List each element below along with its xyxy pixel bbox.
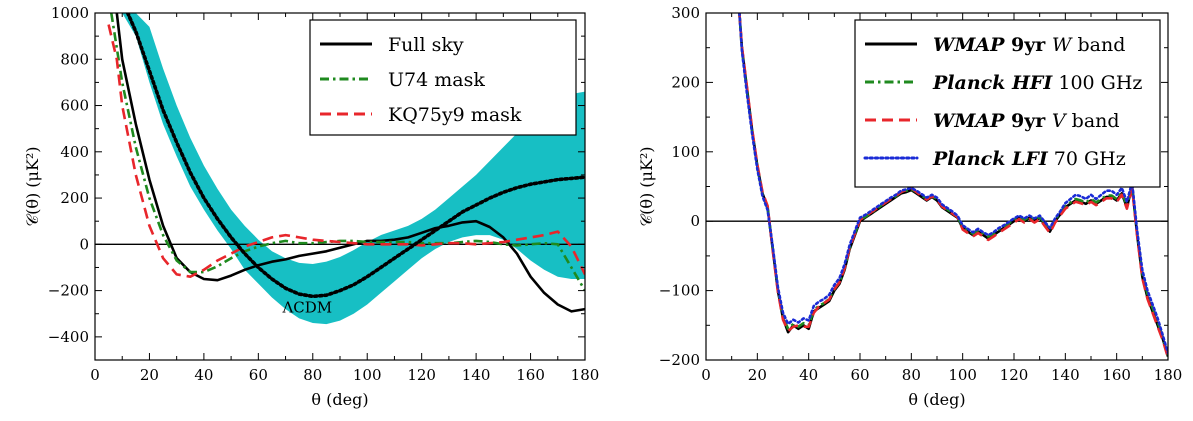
y-tick-label: −200 xyxy=(48,282,89,300)
legend-label-part: 9yr xyxy=(1004,34,1052,56)
y-tick-label: −400 xyxy=(48,328,89,346)
legend-label-1: WMAP 9yr W band xyxy=(933,34,1125,56)
x-tick-label: 160 xyxy=(516,366,545,384)
legend-label-part: 100 GHz xyxy=(1052,72,1142,94)
series-line-4 xyxy=(738,13,1168,355)
chart-panel-2: 0 20 40 60 80 100 120 140 160 180 −200 −100 0 100 200 3… xyxy=(637,4,1182,409)
chart-panel-1: 0 20 40 60 80 100 120 140 160 180 −400 −200 0 200 400 6… xyxy=(23,4,599,409)
y-axis-label: 𝒞(θ) (μK²) xyxy=(637,146,656,226)
y-tick-label: 0 xyxy=(690,212,700,230)
legend-label-3: KQ75y9 mask xyxy=(388,104,522,126)
series-line-3 xyxy=(738,13,1168,359)
legend-label-part: band xyxy=(1071,34,1125,56)
y-tick-label: 800 xyxy=(60,50,89,68)
legend-label-part: V xyxy=(1052,110,1068,132)
x-tick-label: 160 xyxy=(1102,366,1131,384)
x-tick-label: 80 xyxy=(303,366,322,384)
legend-label-part: W xyxy=(1052,34,1073,56)
x-tick-label: 20 xyxy=(748,366,767,384)
x-tick-label: 40 xyxy=(194,366,213,384)
legend-label-part: Planck HFI xyxy=(932,72,1053,94)
y-tick-label: 1000 xyxy=(51,4,89,22)
plot-area xyxy=(95,13,585,325)
plot-area xyxy=(706,13,1168,359)
y-tick-label: 0 xyxy=(79,235,89,253)
legend-label-1: Full sky xyxy=(388,34,464,56)
legend-label-part: Planck LFI xyxy=(932,148,1049,170)
y-axis-label: 𝒞(θ) (μK²) xyxy=(23,146,42,226)
y-tick-label: 100 xyxy=(671,143,700,161)
lcdm-variance-band xyxy=(111,13,585,325)
series-line-3 xyxy=(107,24,585,279)
legend: WMAP 9yr W band Planck HFI 100 GHz WMAP 9y… xyxy=(854,19,1161,188)
x-tick-label: 140 xyxy=(1051,366,1080,384)
lcdm-annotation: ΛCDM xyxy=(281,299,332,317)
legend-label-3: WMAP 9yr V band xyxy=(933,110,1120,132)
x-tick-label: 140 xyxy=(462,366,491,384)
x-axis-label: θ (deg) xyxy=(908,390,965,409)
x-tick-label: 100 xyxy=(948,366,977,384)
legend-label-part: 70 GHz xyxy=(1048,148,1126,170)
x-tick-label: 0 xyxy=(90,366,100,384)
x-tick-label: 120 xyxy=(407,366,436,384)
x-tick-label: 40 xyxy=(799,366,818,384)
legend-label-part: WMAP xyxy=(933,34,1005,56)
x-axis-label: θ (deg) xyxy=(311,390,368,409)
x-tick-label: 60 xyxy=(249,366,268,384)
legend-label-part: 9yr xyxy=(1004,110,1052,132)
x-tick-label: 80 xyxy=(902,366,921,384)
y-tick-label: 600 xyxy=(60,97,89,115)
legend-label-2: Planck HFI 100 GHz xyxy=(932,72,1142,94)
x-tick-label: 60 xyxy=(850,366,869,384)
x-tick-label: 180 xyxy=(571,366,600,384)
y-tick-label: 200 xyxy=(60,189,89,207)
legend-label-part: WMAP xyxy=(933,110,1005,132)
y-tick-label: 200 xyxy=(671,73,700,91)
x-tick-label: 100 xyxy=(353,366,382,384)
legend-label-2: U74 mask xyxy=(388,69,485,91)
legend-label-part: band xyxy=(1066,110,1120,132)
y-tick-label: −200 xyxy=(659,351,700,369)
y-tick-label: 300 xyxy=(671,4,700,22)
x-tick-label: 120 xyxy=(1000,366,1029,384)
series-line-4 xyxy=(125,13,585,299)
y-tick-label: −100 xyxy=(659,282,700,300)
x-tick-label: 20 xyxy=(140,366,159,384)
x-tick-label: 0 xyxy=(701,366,711,384)
y-tick-label: 400 xyxy=(60,143,89,161)
x-tick-label: 180 xyxy=(1154,366,1183,384)
legend: Full sky U74 mask KQ75y9 mask xyxy=(309,19,577,136)
legend-label-4: Planck LFI 70 GHz xyxy=(932,148,1126,170)
